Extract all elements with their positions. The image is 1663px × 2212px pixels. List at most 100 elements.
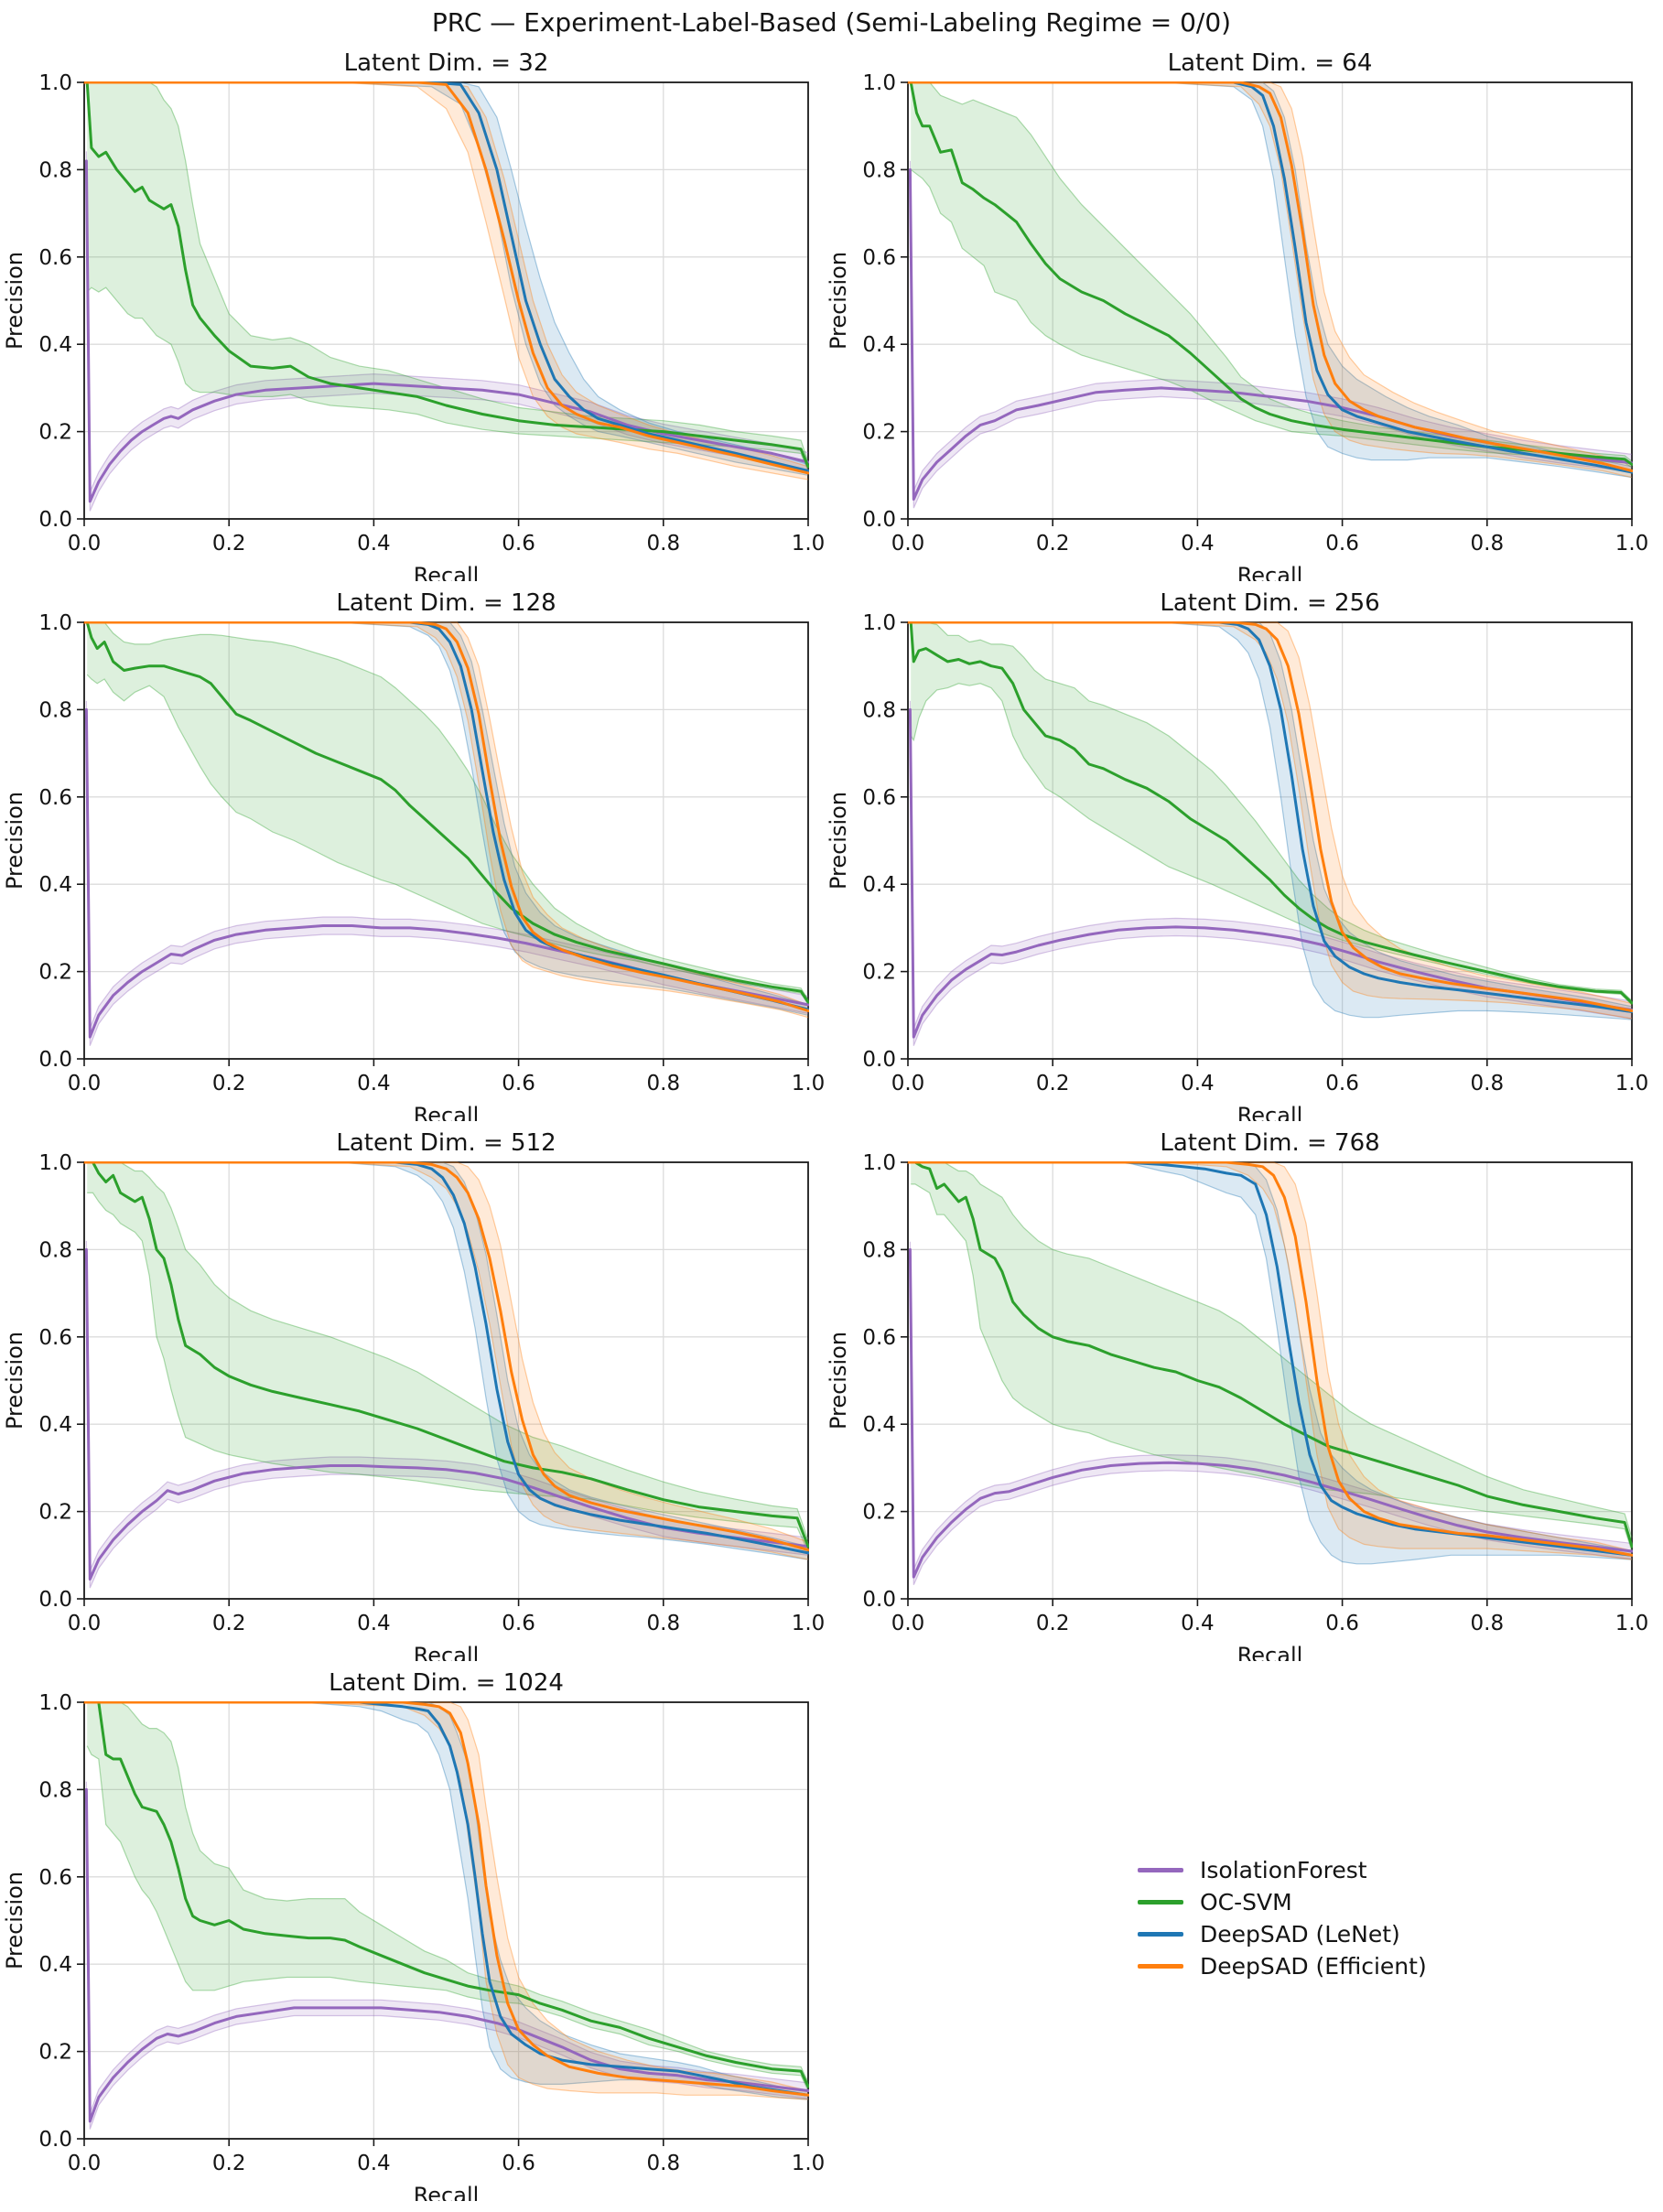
svg-text:0.8: 0.8 <box>647 532 681 556</box>
svg-text:0.6: 0.6 <box>1325 532 1359 556</box>
legend-item-deepsad-lenet: DeepSAD (LeNet) <box>1138 1918 1427 1950</box>
svg-text:0.4: 0.4 <box>357 1072 391 1095</box>
svg-text:0.8: 0.8 <box>647 1612 681 1635</box>
isolationforest-line-swatch-icon <box>1138 1868 1183 1872</box>
legend-label: DeepSAD (LeNet) <box>1200 1921 1400 1948</box>
svg-text:1.0: 1.0 <box>1615 1072 1647 1095</box>
svg-text:0.0: 0.0 <box>38 508 72 532</box>
svg-text:0.2: 0.2 <box>212 2152 246 2175</box>
svg-text:0.6: 0.6 <box>862 1326 896 1350</box>
svg-text:Latent Dim. = 64: Latent Dim. = 64 <box>1168 49 1373 77</box>
svg-text:Latent Dim. = 32: Latent Dim. = 32 <box>344 49 549 77</box>
svg-text:0.8: 0.8 <box>647 1072 681 1095</box>
svg-text:0.0: 0.0 <box>862 508 896 532</box>
svg-text:Latent Dim. = 128: Latent Dim. = 128 <box>336 589 556 617</box>
svg-text:Latent Dim. = 512: Latent Dim. = 512 <box>336 1129 556 1157</box>
svg-text:0.0: 0.0 <box>862 1588 896 1612</box>
svg-text:0.8: 0.8 <box>862 1238 896 1262</box>
svg-text:0.8: 0.8 <box>862 158 896 182</box>
svg-text:0.8: 0.8 <box>1471 532 1505 556</box>
svg-text:0.4: 0.4 <box>357 532 391 556</box>
svg-text:0.2: 0.2 <box>212 532 246 556</box>
svg-text:Precision: Precision <box>826 252 851 350</box>
svg-text:0.6: 0.6 <box>502 1072 535 1095</box>
svg-text:0.2: 0.2 <box>862 421 896 445</box>
svg-text:0.2: 0.2 <box>1036 532 1070 556</box>
svg-text:1.0: 1.0 <box>862 71 896 95</box>
svg-text:0.0: 0.0 <box>68 1612 102 1635</box>
svg-text:Precision: Precision <box>2 792 27 890</box>
svg-text:Latent Dim. = 256: Latent Dim. = 256 <box>1160 589 1379 617</box>
svg-text:Precision: Precision <box>826 792 851 890</box>
svg-text:0.8: 0.8 <box>862 698 896 722</box>
deepsad-lenet-line-swatch-icon <box>1138 1932 1183 1937</box>
svg-text:0.8: 0.8 <box>647 2152 681 2175</box>
svg-text:Precision: Precision <box>2 252 27 350</box>
svg-text:0.0: 0.0 <box>38 1588 72 1612</box>
svg-text:0.8: 0.8 <box>38 1778 72 1802</box>
svg-text:0.8: 0.8 <box>38 158 72 182</box>
legend-item-ocsvm: OC-SVM <box>1138 1886 1427 1918</box>
svg-text:0.0: 0.0 <box>38 2128 72 2152</box>
svg-text:0.4: 0.4 <box>1181 532 1215 556</box>
svg-text:0.4: 0.4 <box>357 2152 391 2175</box>
subplot-latent-dim-128: 0.0 0.0 0.2 0.2 0.4 0.4 0.6 0.6 0.8 0.8 1.0 1.0 Late… <box>0 572 825 1128</box>
svg-text:0.6: 0.6 <box>38 1326 72 1350</box>
svg-text:Recall: Recall <box>1237 1643 1303 1661</box>
svg-text:0.0: 0.0 <box>891 1612 925 1635</box>
svg-text:0.6: 0.6 <box>862 246 896 270</box>
svg-text:1.0: 1.0 <box>38 611 72 635</box>
svg-text:0.8: 0.8 <box>1471 1072 1505 1095</box>
svg-text:0.0: 0.0 <box>68 1072 102 1095</box>
svg-text:0.0: 0.0 <box>68 2152 102 2175</box>
svg-text:Precision: Precision <box>826 1332 851 1430</box>
svg-text:Precision: Precision <box>2 1332 27 1430</box>
deepsad-efficient-line-swatch-icon <box>1138 1964 1183 1969</box>
subplot-latent-dim-32: 0.0 0.0 0.2 0.2 0.4 0.4 0.6 0.6 0.8 0.8 1.0 1.0 Late… <box>0 32 825 588</box>
svg-text:1.0: 1.0 <box>792 1072 824 1095</box>
svg-text:Latent Dim. = 768: Latent Dim. = 768 <box>1160 1129 1379 1157</box>
svg-text:0.6: 0.6 <box>502 2152 535 2175</box>
legend-label: DeepSAD (Efficient) <box>1200 1953 1427 1980</box>
svg-text:0.2: 0.2 <box>38 2041 72 2065</box>
svg-text:1.0: 1.0 <box>38 71 72 95</box>
subplot-latent-dim-256: 0.0 0.0 0.2 0.2 0.4 0.4 0.6 0.6 0.8 0.8 1.0 1.0 Late… <box>824 572 1648 1128</box>
svg-text:0.4: 0.4 <box>38 333 72 357</box>
svg-text:1.0: 1.0 <box>792 532 824 556</box>
svg-text:0.2: 0.2 <box>38 961 72 985</box>
svg-text:Recall: Recall <box>414 2183 480 2201</box>
svg-text:0.2: 0.2 <box>1036 1612 1070 1635</box>
svg-text:1.0: 1.0 <box>862 611 896 635</box>
svg-text:0.4: 0.4 <box>1181 1072 1215 1095</box>
figure-suptitle: PRC — Experiment-Label-Based (Semi-Label… <box>431 7 1232 38</box>
legend-label: IsolationForest <box>1200 1857 1367 1883</box>
svg-text:0.0: 0.0 <box>891 1072 925 1095</box>
svg-text:0.0: 0.0 <box>862 1048 896 1072</box>
subplot-latent-dim-512: 0.0 0.0 0.2 0.2 0.4 0.4 0.6 0.6 0.8 0.8 1.0 1.0 Late… <box>0 1112 825 1668</box>
svg-text:0.0: 0.0 <box>38 1048 72 1072</box>
legend-item-isolationforest: IsolationForest <box>1138 1854 1427 1886</box>
svg-text:1.0: 1.0 <box>1615 1612 1647 1635</box>
svg-text:0.2: 0.2 <box>38 421 72 445</box>
svg-text:0.4: 0.4 <box>862 1413 896 1437</box>
svg-text:0.6: 0.6 <box>502 1612 535 1635</box>
svg-text:0.6: 0.6 <box>38 786 72 810</box>
svg-text:Precision: Precision <box>2 1872 27 1969</box>
svg-text:0.0: 0.0 <box>68 532 102 556</box>
svg-text:0.4: 0.4 <box>38 1413 72 1437</box>
subplot-latent-dim-1024: 0.0 0.0 0.2 0.2 0.4 0.4 0.6 0.6 0.8 0.8 1.0 1.0 Late… <box>0 1652 825 2208</box>
svg-text:0.6: 0.6 <box>502 532 535 556</box>
legend: IsolationForest OC-SVM DeepSAD (LeNet) D… <box>1138 1854 1427 1982</box>
svg-text:0.4: 0.4 <box>38 1953 72 1977</box>
svg-text:0.8: 0.8 <box>38 1238 72 1262</box>
svg-text:0.6: 0.6 <box>1325 1612 1359 1635</box>
svg-text:0.2: 0.2 <box>212 1612 246 1635</box>
svg-text:0.6: 0.6 <box>1325 1072 1359 1095</box>
svg-text:1.0: 1.0 <box>792 2152 824 2175</box>
svg-text:0.2: 0.2 <box>862 1501 896 1525</box>
svg-text:0.2: 0.2 <box>212 1072 246 1095</box>
ocsvm-line-swatch-icon <box>1138 1900 1183 1904</box>
svg-text:0.0: 0.0 <box>891 532 925 556</box>
svg-text:0.4: 0.4 <box>862 333 896 357</box>
